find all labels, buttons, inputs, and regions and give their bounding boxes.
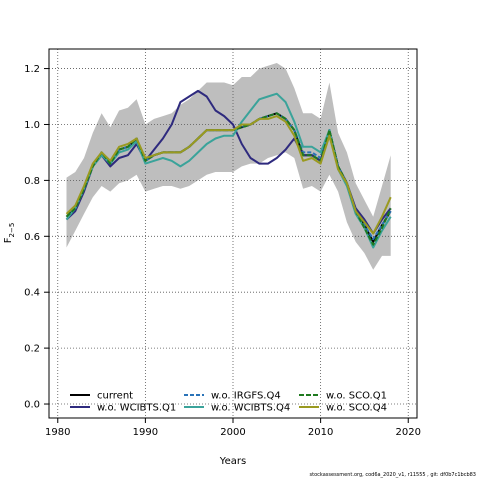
x-tick-label: 2000 xyxy=(220,427,245,438)
series-line-5 xyxy=(65,115,392,235)
y-tick-label: 0.8 xyxy=(24,176,40,187)
x-axis-title: Years xyxy=(219,456,246,467)
legend-label-0: current xyxy=(97,391,133,402)
x-tick-label: 2020 xyxy=(396,427,421,438)
series-layer xyxy=(65,89,392,249)
legend-label-2: w.o. IRGFS.Q4 xyxy=(211,391,281,402)
y-axis-title-main: F xyxy=(3,237,14,243)
confidence-band-layer xyxy=(66,63,391,270)
y-tick-label: 0.2 xyxy=(24,344,40,355)
y-tick-label: 0.6 xyxy=(24,232,40,243)
axis-layer: 1980 1990 2000 2010 2020 0.0 0.2 0.4 0.6 0.8 1.0 1.… xyxy=(24,64,421,438)
legend-label-4: w.o. SCO.Q1 xyxy=(326,391,387,402)
footer-credit: stockassessment.org, cod6a_2020_v1, r115… xyxy=(309,472,476,478)
svg-text:F2−5: F2−5 xyxy=(3,223,16,244)
legend-label-1: w.o. WCIBTS.Q1 xyxy=(97,403,176,414)
x-tick-label: 1980 xyxy=(45,427,70,438)
y-axis-title: F2−5 xyxy=(3,223,16,244)
y-tick-label: 1.2 xyxy=(24,64,40,75)
x-tick-label: 1990 xyxy=(133,427,158,438)
grid-layer xyxy=(49,49,417,418)
legend-label-3: w.o. WCIBTS.Q4 xyxy=(211,403,290,414)
x-tick-label: 2010 xyxy=(308,427,333,438)
y-tick-label: 1.0 xyxy=(24,120,40,131)
legend-label-5: w.o. SCO.Q4 xyxy=(326,403,387,414)
y-axis-title-subscript: 2−5 xyxy=(8,223,16,238)
confidence-band xyxy=(66,63,391,270)
y-tick-label: 0.4 xyxy=(24,288,40,299)
y-tick-label: 0.0 xyxy=(24,400,40,411)
